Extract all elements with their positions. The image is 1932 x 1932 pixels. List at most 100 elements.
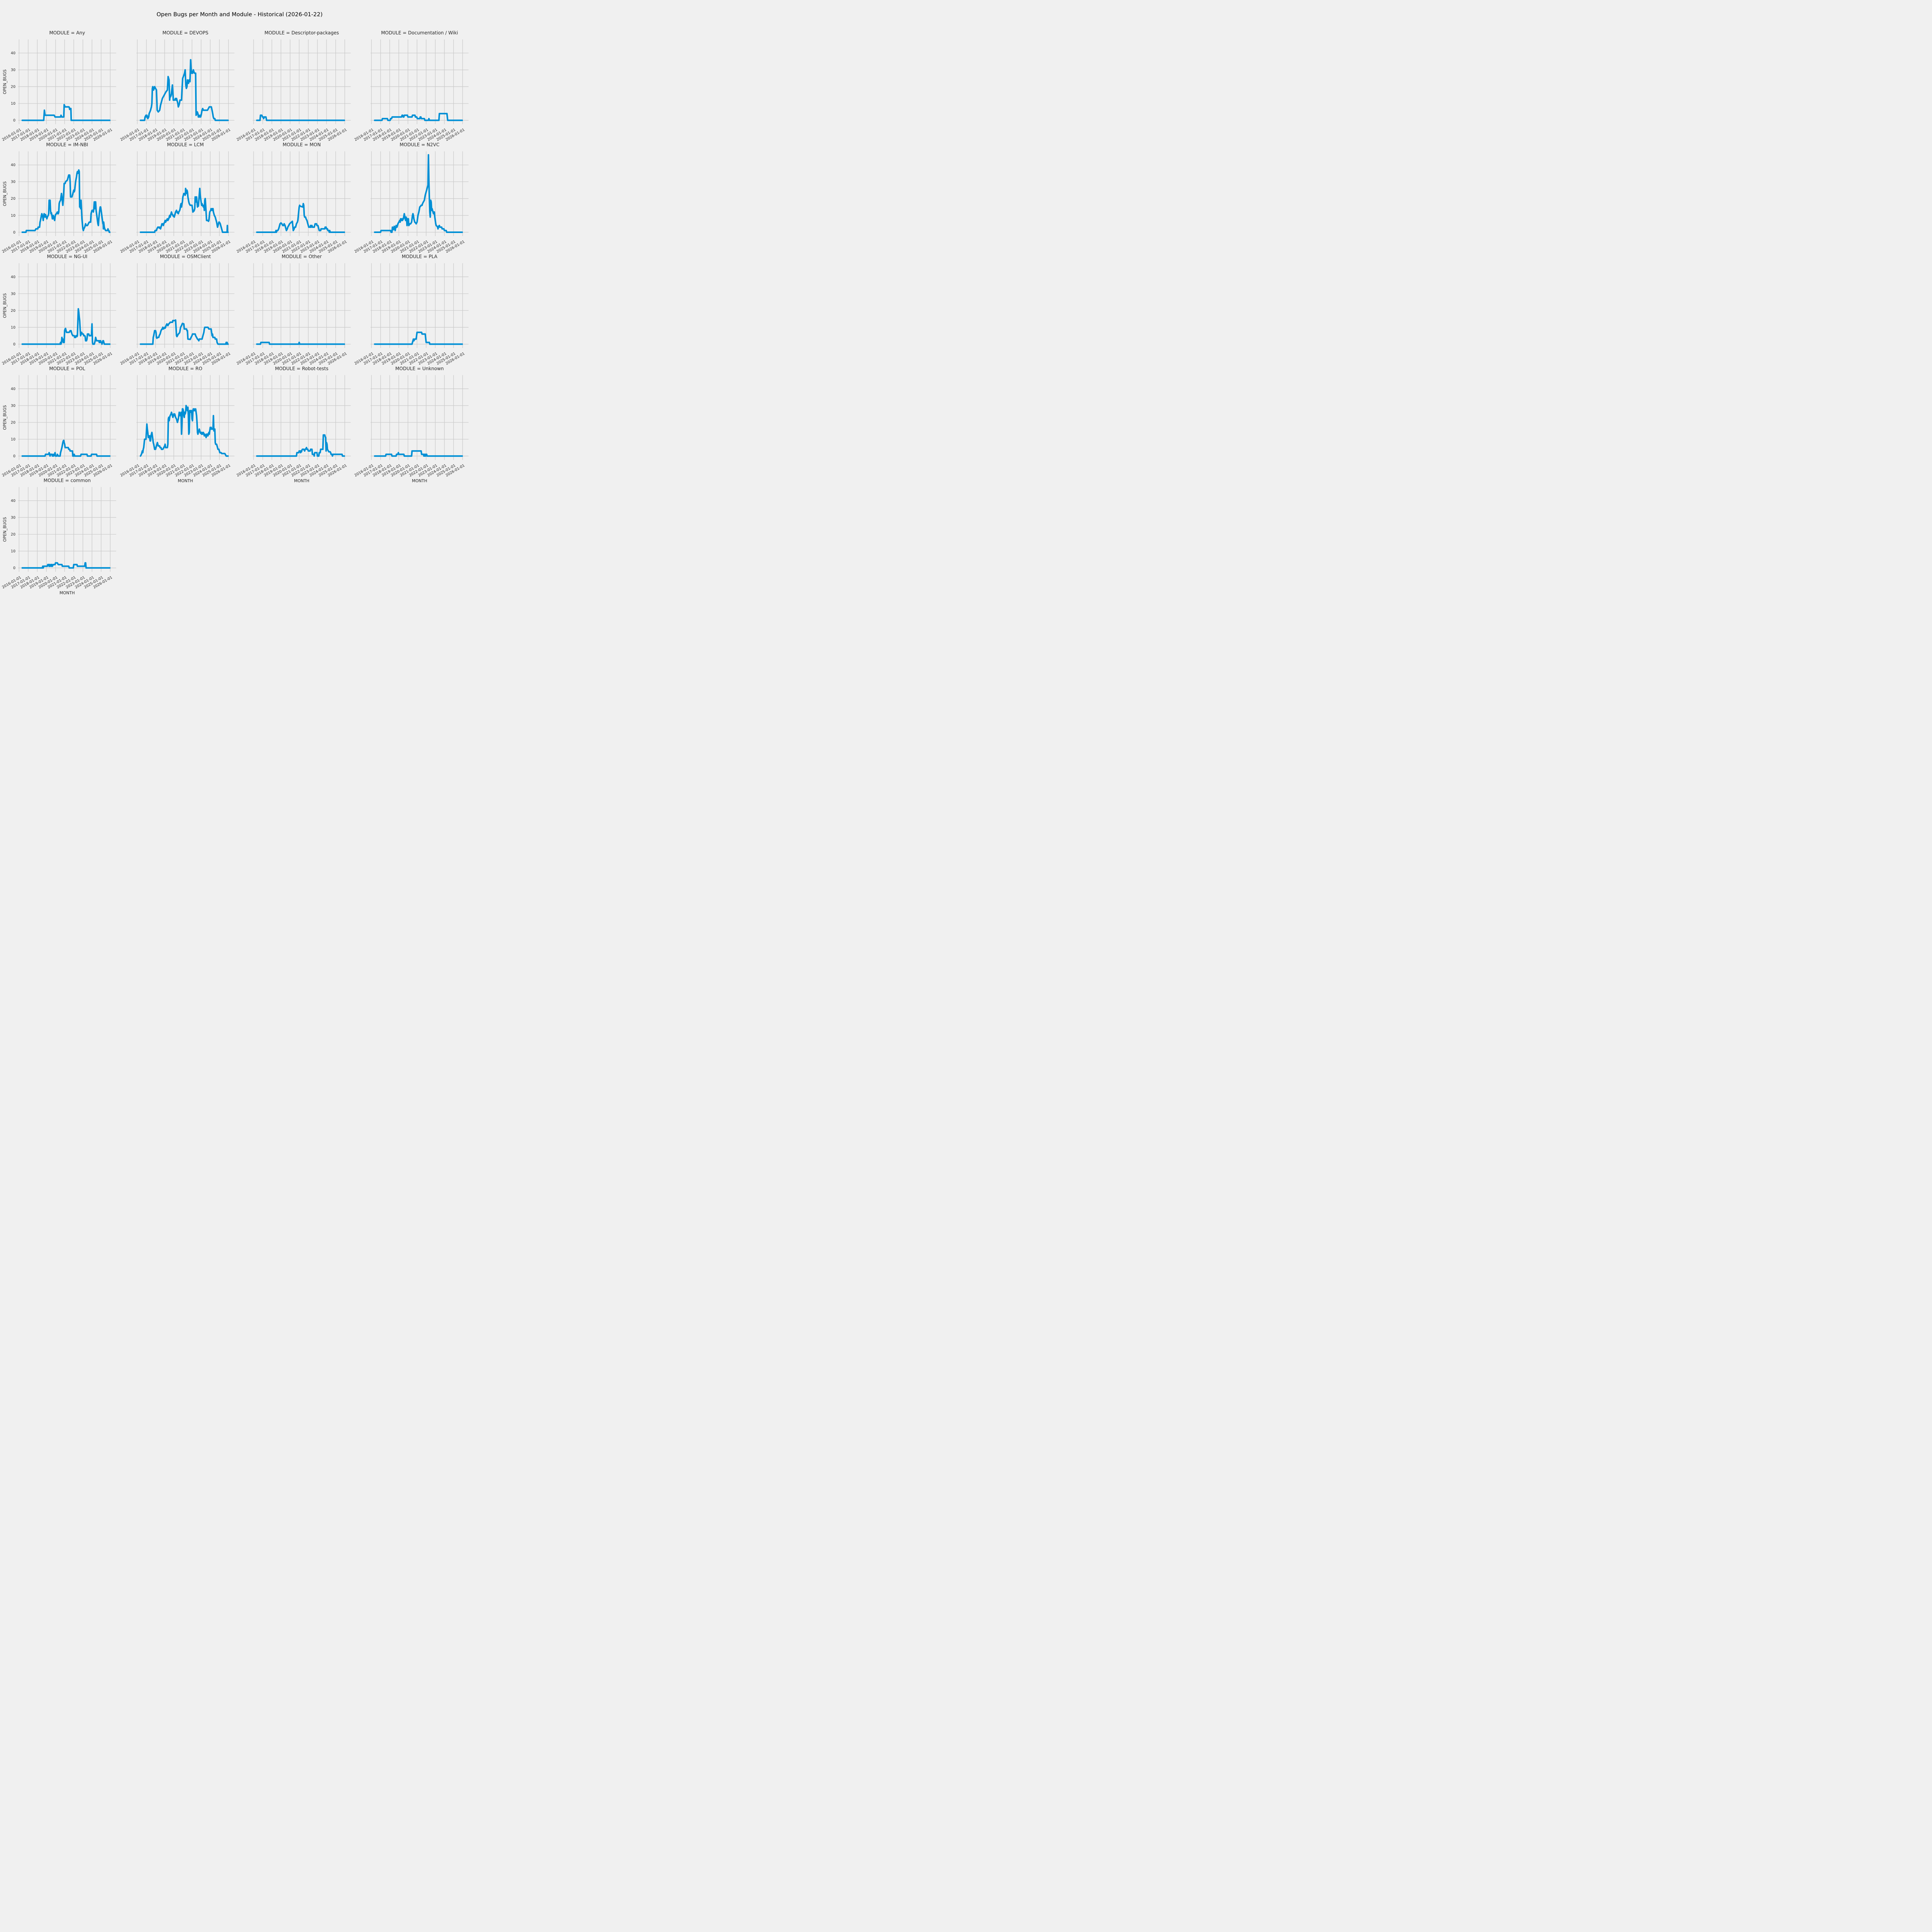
- line-series-unknown: [374, 450, 463, 457]
- facet-title: MODULE = Documentation / Wiki: [381, 30, 458, 36]
- facet-unknown: MODULE = Unknown 2016-01-012017-01-012018…: [354, 366, 469, 483]
- x-tick-labels: 2016-01-012017-01-012018-01-012019-01-01…: [120, 463, 231, 478]
- x-axis-label: MONTH: [412, 479, 427, 483]
- plot-area: [136, 375, 235, 460]
- y-tick-label: 20: [11, 197, 15, 201]
- plot-area: [371, 263, 469, 348]
- facet-grid: MODULE = Any 2016-01-012017-01-012018-01-…: [2, 30, 469, 595]
- facet-title: MODULE = POL: [49, 366, 85, 371]
- chart-title: Open Bugs per Month and Module - Histori…: [156, 12, 323, 18]
- facet-title: MODULE = RO: [168, 366, 202, 371]
- x-axis-label: MONTH: [294, 479, 310, 483]
- x-tick-labels: 2016-01-012017-01-012018-01-012019-01-01…: [2, 352, 113, 366]
- facet-descriptor-packages: MODULE = Descriptor-packages 2016-01-0120…: [236, 30, 351, 142]
- facet-title: MODULE = PLA: [402, 254, 438, 259]
- facet-pol: MODULE = POL 2016-01-012017-01-012018-01-…: [2, 366, 116, 478]
- y-tick-label: 10: [11, 437, 15, 442]
- x-tick-labels: 2016-01-012017-01-012018-01-012019-01-01…: [354, 463, 466, 478]
- x-tick-labels: 2016-01-012017-01-012018-01-012019-01-01…: [120, 128, 231, 142]
- line-series-common: [21, 562, 111, 569]
- x-tick-labels: 2016-01-012017-01-012018-01-012019-01-01…: [354, 128, 466, 142]
- y-tick-labels: 0 10 20 30 40: [11, 51, 15, 123]
- facet-title: MODULE = common: [44, 478, 91, 483]
- y-axis-label: OPEN_BUGS: [3, 405, 7, 430]
- y-tick-label: 0: [13, 342, 15, 347]
- line-series-mon: [256, 203, 345, 233]
- gridlines: [136, 151, 235, 236]
- y-tick-labels: 0 10 20 30 40: [11, 163, 15, 235]
- x-tick-labels: 2016-01-012017-01-012018-01-012019-01-01…: [236, 240, 348, 254]
- facet-any: MODULE = Any 2016-01-012017-01-012018-01-…: [2, 30, 116, 142]
- facet-title: MODULE = DEVOPS: [162, 30, 208, 36]
- y-tick-label: 20: [11, 309, 15, 313]
- gridlines: [18, 375, 116, 460]
- line-series-robot-tests: [256, 434, 345, 457]
- line-series-im-nbi: [21, 169, 111, 233]
- facet-ro: MODULE = RO 2016-01-012017-01-012018-01-0…: [120, 366, 235, 483]
- y-tick-label: 30: [11, 404, 15, 408]
- line-series-pol: [21, 439, 111, 457]
- y-tick-label: 0: [13, 230, 15, 235]
- plot-area: [253, 263, 351, 348]
- y-tick-labels: 0 10 20 30 40: [11, 499, 15, 570]
- y-tick-label: 30: [11, 180, 15, 184]
- facet-title: MODULE = Descriptor-packages: [265, 30, 339, 36]
- facet-mon: MODULE = MON 2016-01-012017-01-012018-01-…: [236, 142, 351, 254]
- y-tick-label: 10: [11, 549, 15, 554]
- facet-devops: MODULE = DEVOPS 2016-01-012017-01-012018-…: [120, 30, 235, 142]
- line-series-documentation-wiki: [374, 113, 463, 121]
- facet-lcm: MODULE = LCM 2016-01-012017-01-012018-01-…: [120, 142, 235, 254]
- facet-common: MODULE = common 2016-01-012017-01-012018-…: [2, 478, 116, 595]
- line-series-ro: [139, 405, 229, 457]
- x-tick-labels: 2016-01-012017-01-012018-01-012019-01-01…: [236, 128, 348, 142]
- x-axis-label: MONTH: [178, 479, 193, 483]
- facet-other: MODULE = Other 2016-01-012017-01-012018-0…: [236, 254, 351, 366]
- gridlines: [253, 263, 351, 348]
- x-tick-labels: 2016-01-012017-01-012018-01-012019-01-01…: [236, 352, 348, 366]
- line-series-pla: [374, 332, 463, 345]
- facet-title: MODULE = OSMClient: [160, 254, 211, 259]
- y-tick-label: 30: [11, 292, 15, 296]
- y-tick-labels: 0 10 20 30 40: [11, 387, 15, 458]
- facet-pla: MODULE = PLA 2016-01-012017-01-012018-01-…: [354, 254, 469, 366]
- figure: Open Bugs per Month and Module - Histori…: [0, 0, 479, 599]
- plot-area: [18, 263, 116, 348]
- x-tick-labels: 2016-01-012017-01-012018-01-012019-01-01…: [354, 240, 466, 254]
- facet-robot-tests: MODULE = Robot-tests 2016-01-012017-01-01…: [236, 366, 351, 483]
- y-tick-labels: 0 10 20 30 40: [11, 275, 15, 347]
- x-tick-labels: 2016-01-012017-01-012018-01-012019-01-01…: [120, 352, 231, 366]
- plot-area: [18, 39, 116, 124]
- facet-osmclient: MODULE = OSMClient 2016-01-012017-01-0120…: [120, 254, 235, 366]
- x-tick-labels: 2016-01-012017-01-012018-01-012019-01-01…: [2, 575, 113, 590]
- plot-area: [371, 375, 469, 460]
- y-tick-label: 0: [13, 566, 15, 570]
- plot-area: [18, 151, 116, 236]
- line-series-any: [21, 104, 111, 121]
- x-tick-labels: 2016-01-012017-01-012018-01-012019-01-01…: [2, 240, 113, 254]
- y-axis-label: OPEN_BUGS: [3, 69, 7, 94]
- plot-area: [18, 375, 116, 460]
- gridlines: [18, 263, 116, 348]
- facet-title: MODULE = IM-NBI: [46, 142, 88, 148]
- facet-title: MODULE = LCM: [167, 142, 204, 148]
- y-tick-label: 20: [11, 532, 15, 537]
- plot-area: [18, 487, 116, 572]
- y-tick-label: 40: [11, 51, 15, 56]
- y-axis-label: OPEN_BUGS: [3, 517, 7, 542]
- line-series-osmclient: [139, 319, 229, 345]
- plot-area: [371, 39, 469, 124]
- y-axis-label: OPEN_BUGS: [3, 181, 7, 206]
- x-tick-labels: 2016-01-012017-01-012018-01-012019-01-01…: [2, 463, 113, 478]
- gridlines: [18, 151, 116, 236]
- facet-title: MODULE = N2VC: [400, 142, 439, 148]
- line-series-devops: [139, 59, 229, 121]
- x-tick-labels: 2016-01-012017-01-012018-01-012019-01-01…: [236, 463, 348, 478]
- line-series-ng-ui: [21, 308, 111, 345]
- y-tick-label: 10: [11, 102, 15, 106]
- y-tick-label: 30: [11, 68, 15, 72]
- x-tick-labels: 2016-01-012017-01-012018-01-012019-01-01…: [120, 240, 231, 254]
- facet-title: MODULE = MON: [283, 142, 321, 148]
- y-tick-label: 0: [13, 119, 15, 123]
- y-axis-label: OPEN_BUGS: [3, 293, 7, 318]
- y-tick-label: 40: [11, 163, 15, 167]
